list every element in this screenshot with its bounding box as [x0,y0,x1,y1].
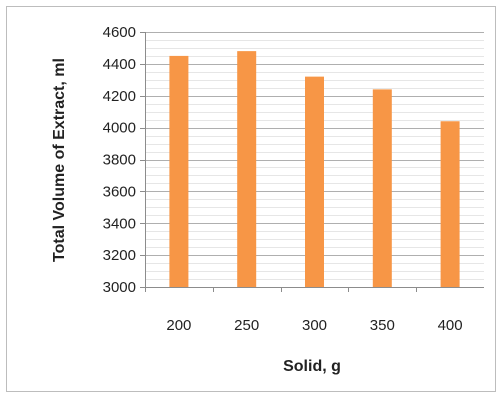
axes [140,32,484,292]
x-tick-label-200: 200 [166,317,191,334]
bar-250 [237,51,257,287]
x-tick-labels: 200 250 300 350 400 [166,317,462,334]
x-tick-label-300: 300 [302,317,327,334]
x-tick-label-250: 250 [234,317,259,334]
y-tick-label: 3800 [103,152,136,169]
y-tick-label: 3400 [103,215,136,232]
y-tick-label: 4400 [103,56,136,73]
y-tick-label: 3200 [103,247,136,264]
y-tick-label: 4200 [103,88,136,105]
x-tick-label-400: 400 [438,317,463,334]
bar-350 [372,89,392,287]
bar-300 [305,76,324,287]
y-tick-label: 4000 [103,120,136,137]
y-axis-title: Total Volume of Extract, ml [51,58,68,262]
y-tick-label: 3000 [103,279,136,296]
y-tick-label: 3600 [103,183,136,200]
bar-400 [440,121,460,287]
y-tick-labels: 3000 3200 3400 3600 3800 4000 4200 4400 4600 [103,24,136,296]
x-axis-title: Solid, g [283,358,341,375]
bars [169,51,460,287]
y-tick-label: 4600 [103,24,136,41]
x-tick-label-350: 350 [370,317,395,334]
bar-200 [169,55,189,287]
